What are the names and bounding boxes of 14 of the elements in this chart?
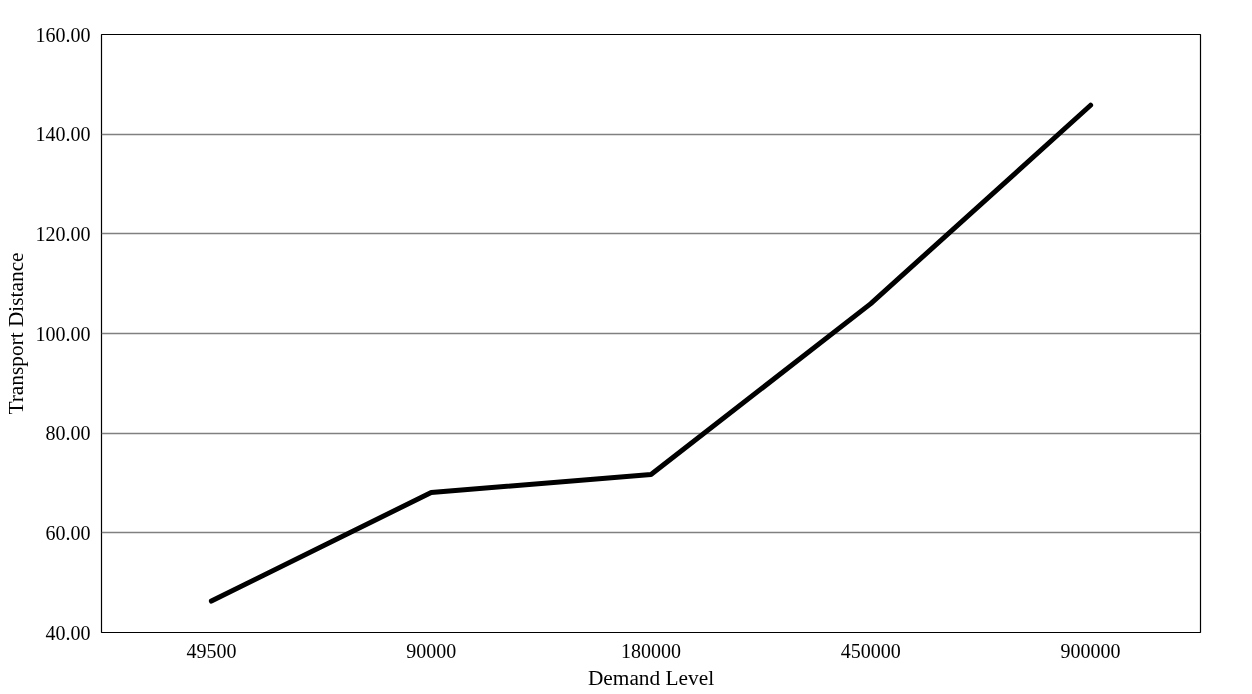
- y-tick-label: 120.00: [35, 222, 91, 245]
- x-tick-label: 49500: [186, 639, 237, 662]
- y-tick-label: 160.00: [35, 23, 91, 46]
- x-tick-label: 180000: [621, 639, 681, 662]
- y-axis-title: Transport Distance: [3, 252, 28, 415]
- y-tick-label: 40.00: [45, 621, 91, 644]
- x-axis-title: Demand Level: [587, 665, 715, 690]
- x-tick-label: 450000: [840, 639, 901, 662]
- x-tick-label: 900000: [1060, 639, 1121, 662]
- y-tick-label: 60.00: [45, 521, 91, 544]
- x-tick-label: 90000: [406, 639, 457, 662]
- y-tick-label: 100.00: [35, 322, 91, 345]
- y-tick-label: 80.00: [45, 422, 91, 445]
- y-tick-label: 140.00: [35, 123, 91, 146]
